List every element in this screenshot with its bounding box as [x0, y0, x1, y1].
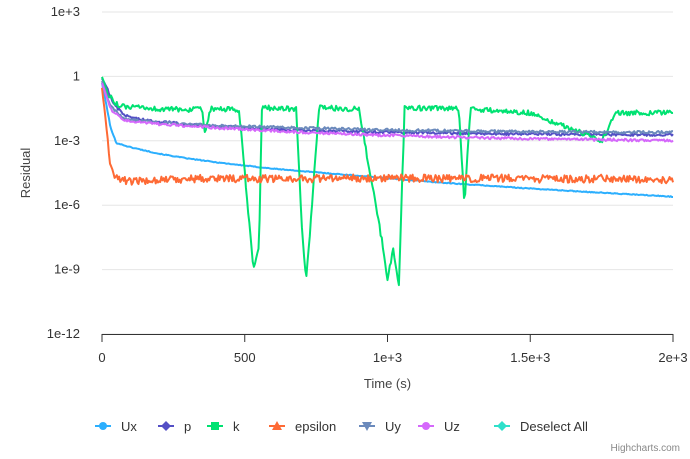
y-tick-label: 1e-12 — [47, 326, 80, 341]
y-tick-label: 1e-6 — [54, 197, 80, 212]
y-tick-label: 1 — [73, 68, 80, 83]
legend-item-deselect-all[interactable]: Deselect All — [494, 419, 588, 434]
legend-label: k — [233, 419, 240, 434]
legend-item-p[interactable]: p — [158, 419, 191, 434]
x-tick-label: 2e+3 — [658, 350, 687, 365]
legend-marker — [362, 422, 372, 431]
legend-item-epsilon[interactable]: epsilon — [269, 419, 336, 434]
legend-label: Deselect All — [520, 419, 588, 434]
legend-item-uz[interactable]: Uz — [418, 419, 460, 434]
legend-label: Uz — [444, 419, 460, 434]
legend-label: Uy — [385, 419, 401, 434]
x-axis-title: Time (s) — [364, 376, 411, 391]
plot-area — [101, 76, 674, 287]
y-tick-label: 1e+3 — [51, 4, 80, 19]
x-tick-label: 1e+3 — [373, 350, 402, 365]
x-tick-label: 500 — [234, 350, 256, 365]
credits-link[interactable]: Highcharts.com — [611, 443, 680, 454]
legend-marker — [422, 422, 430, 430]
y-axis-title: Residual — [18, 148, 33, 199]
legend-label: p — [184, 419, 191, 434]
legend-label: epsilon — [295, 419, 336, 434]
series-line-uy[interactable] — [101, 80, 674, 135]
x-tick-label: 0 — [98, 350, 105, 365]
legend-label: Ux — [121, 419, 137, 434]
y-tick-label: 1e-9 — [54, 262, 80, 277]
series-line-epsilon[interactable] — [101, 87, 674, 186]
legend-item-k[interactable]: k — [207, 419, 240, 434]
legend-marker — [272, 421, 282, 430]
legend-marker — [211, 422, 219, 430]
legend: Ux p k epsilon Uy Uz Deselect All — [95, 419, 588, 434]
x-tick-label: 1.5e+3 — [510, 350, 550, 365]
legend-marker — [99, 422, 107, 430]
grid — [102, 11, 673, 335]
legend-item-ux[interactable]: Ux — [95, 419, 137, 434]
legend-marker — [497, 421, 507, 431]
y-tick-label: 1e-3 — [54, 133, 80, 148]
axes: 1e+3 1 1e-3 1e-6 1e-9 1e-12 0 500 1e+3 1.5e+3 2e+3 — [47, 4, 688, 365]
legend-item-uy[interactable]: Uy — [359, 419, 401, 434]
legend-marker — [161, 421, 171, 431]
series-line-uz[interactable] — [101, 82, 674, 143]
series-line-p[interactable] — [101, 77, 674, 137]
